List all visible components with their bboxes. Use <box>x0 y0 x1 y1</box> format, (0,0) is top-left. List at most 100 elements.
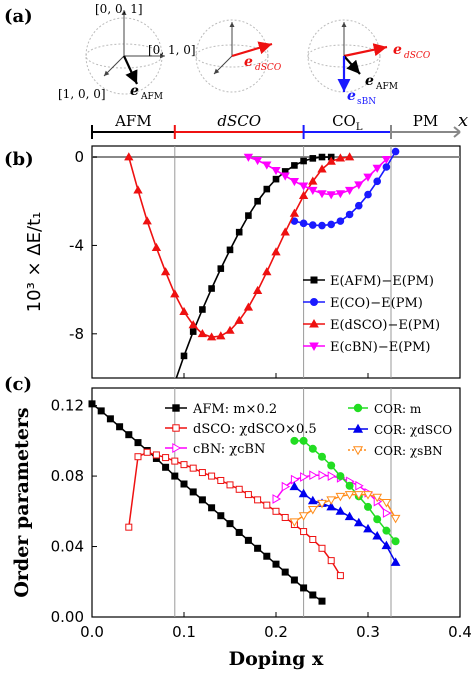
point-cbn <box>326 191 336 200</box>
point-afm <box>309 155 317 162</box>
legend-entry: E(AFM)−E(PM) <box>330 274 434 289</box>
point-dsco <box>142 216 152 225</box>
point-cor_m <box>373 515 382 524</box>
point-cor_sbn <box>326 496 337 505</box>
e-afm-arrow-2 <box>343 55 361 75</box>
point-cbn <box>280 172 290 181</box>
axis-100-label: [1, 0, 0] <box>58 87 106 101</box>
point-dsco <box>208 472 216 480</box>
point-cbn <box>252 157 263 166</box>
point-dsco <box>272 507 280 515</box>
point-dsco <box>162 454 170 462</box>
point-cor_m <box>290 436 299 445</box>
point-dsco <box>134 453 142 461</box>
legend-marker <box>309 342 319 352</box>
point-afm <box>309 591 317 599</box>
point-col <box>318 221 326 230</box>
point-afm <box>116 423 124 431</box>
point-afm <box>235 228 243 236</box>
x-tick-label: 0.3 <box>356 623 380 641</box>
legend-marker <box>352 423 364 433</box>
point-dsco <box>152 451 160 459</box>
point-cor_sbn <box>381 499 392 508</box>
point-cbn <box>335 190 346 199</box>
series-line <box>248 156 387 196</box>
point-cbn <box>289 178 300 187</box>
series-c-cor_m <box>290 436 400 546</box>
point-col <box>382 163 391 171</box>
point-dsco <box>206 332 217 341</box>
point-dsco <box>335 153 346 162</box>
phase-x-symbol: x <box>458 110 468 131</box>
e-dsco-sub-1: dSCO <box>255 63 282 73</box>
y-tick-label: 0 <box>74 148 84 166</box>
point-afm <box>171 472 179 480</box>
point-afm <box>172 380 178 386</box>
point-dsco <box>289 208 300 217</box>
point-dsco <box>309 535 317 543</box>
point-dsco <box>143 448 151 456</box>
legend-marker <box>172 424 180 432</box>
sphere-3: e dSCO e AFM e sBN <box>307 19 431 107</box>
phase-label: PM <box>413 112 438 130</box>
e-dsco-arrow-2 <box>343 43 388 58</box>
point-cor_m <box>391 537 400 546</box>
point-afm <box>226 520 234 528</box>
e-sbn-label: e <box>347 88 356 104</box>
panel-b-ylabel: 10³ × ΔE/t₁ <box>24 212 45 313</box>
point-dsco <box>244 491 252 499</box>
legend-entry: cBN: χcBN <box>193 442 265 457</box>
point-afm <box>180 352 188 360</box>
point-cbn <box>309 470 318 481</box>
point-col <box>327 220 336 229</box>
point-dsco <box>254 496 262 504</box>
legend-entry: COR: χdSCO <box>374 423 452 437</box>
point-afm <box>245 212 252 219</box>
point-afm <box>198 496 206 504</box>
point-cbn <box>300 472 309 482</box>
e-afm-sub-1: AFM <box>140 92 163 102</box>
point-dsco <box>344 152 355 161</box>
point-cbn <box>318 470 328 481</box>
point-cor_dsco <box>381 540 392 550</box>
point-cor_dsco <box>335 506 346 515</box>
point-cor_m <box>345 481 354 490</box>
point-cbn <box>355 480 364 491</box>
point-dsco <box>281 513 289 521</box>
x-tick-label: 0.4 <box>448 623 471 641</box>
point-cor_m <box>336 472 345 481</box>
e-afm-label-2: e <box>365 73 374 89</box>
x-tick-label: 0.2 <box>264 623 288 641</box>
point-cor_m <box>364 502 372 511</box>
point-afm <box>263 552 271 560</box>
point-cbn <box>262 161 272 170</box>
point-cor_dsco <box>344 511 355 521</box>
point-cor_sbn <box>372 493 383 503</box>
point-cbn <box>308 186 318 195</box>
point-cor_m <box>308 444 317 453</box>
point-afm <box>244 536 252 544</box>
point-cbn <box>382 508 392 518</box>
point-afm <box>189 488 197 496</box>
panel-c-ylabel: Order parameters <box>11 407 33 597</box>
point-cor_m <box>382 526 391 535</box>
e-dsco-sub-2: dSCO <box>404 51 431 61</box>
point-afm <box>254 197 261 205</box>
legend-marker <box>172 442 182 454</box>
point-cor_dsco <box>390 557 401 566</box>
point-cor_m <box>299 436 308 445</box>
point-afm <box>281 568 289 576</box>
point-dsco <box>179 306 189 316</box>
point-dsco <box>125 523 133 531</box>
point-cor_sbn <box>298 512 309 521</box>
point-dsco <box>300 528 308 536</box>
point-dsco <box>189 464 197 472</box>
point-afm <box>272 560 280 568</box>
legend-marker <box>310 298 318 306</box>
point-cbn <box>272 494 282 504</box>
legend-entry: E(cBN)−E(PM) <box>330 340 430 355</box>
point-afm <box>226 246 234 254</box>
point-dsco <box>298 190 309 200</box>
point-afm <box>235 528 243 536</box>
